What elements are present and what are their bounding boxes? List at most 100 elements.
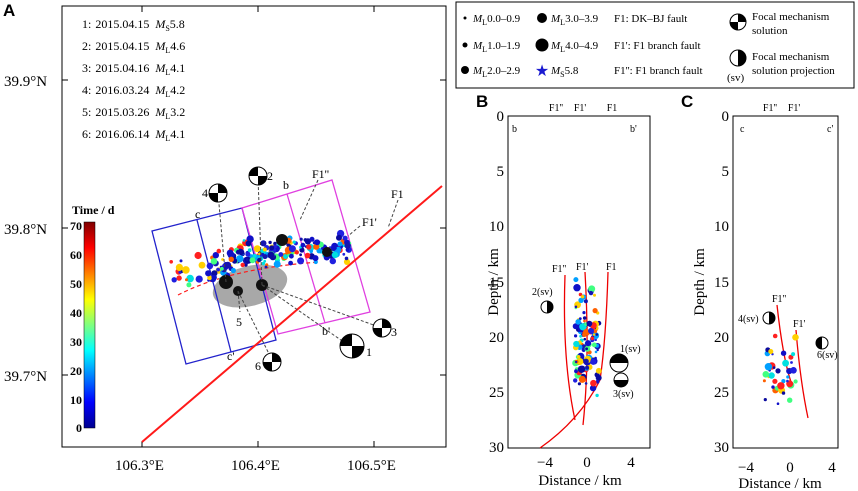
- earthquake-dot: [585, 347, 588, 351]
- earthquake-dot: [762, 371, 770, 378]
- earthquake-dot: [273, 260, 281, 268]
- earthquake-dot: [578, 297, 584, 303]
- earthquake-dot: [283, 254, 289, 259]
- svg-text:c': c': [827, 124, 833, 135]
- earthquake-dot: [787, 397, 793, 403]
- map-frame: [61, 5, 447, 448]
- earthquake-dot: [304, 252, 311, 259]
- earthquake-dot: [578, 375, 586, 383]
- earthquake-dot: [228, 256, 234, 262]
- earthquake-dot: [588, 290, 594, 296]
- earthquake-dot: [592, 333, 596, 336]
- earthquake-dot: [594, 350, 598, 354]
- svg-text:ML3.0–3.9: ML3.0–3.9: [550, 13, 599, 27]
- earthquake-dot: [195, 275, 203, 283]
- svg-text:50: 50: [70, 277, 82, 291]
- earthquake-dot: [306, 244, 312, 250]
- earthquake-dot: [772, 378, 778, 384]
- svg-text:F1: DK–BJ fault: F1: DK–BJ fault: [614, 13, 687, 25]
- earthquake-dot: [269, 245, 275, 251]
- earthquake-dot: [207, 275, 213, 281]
- earthquake-dot: [309, 249, 314, 253]
- svg-text:0: 0: [583, 455, 591, 471]
- earthquake-dot: [781, 391, 786, 395]
- earthquake-dot: [595, 367, 602, 374]
- svg-text:F1': F1': [574, 103, 587, 114]
- svg-text:c': c': [227, 349, 235, 363]
- earthquake-dot: [235, 249, 241, 255]
- earthquake-dot: [771, 385, 775, 389]
- svg-text:ML0.0–0.9: ML0.0–0.9: [472, 13, 521, 27]
- earthquake-dot: [582, 332, 587, 338]
- colorbar-title: Time / d: [72, 203, 115, 217]
- earthquake-dot: [176, 275, 182, 281]
- svg-text:F1': F1 branch fault: F1': F1 branch fault: [614, 40, 701, 52]
- earthquake-dot: [309, 236, 315, 242]
- earthquake-dot: [777, 382, 785, 390]
- earthquake-dot: [206, 262, 214, 270]
- earthquake-dot: [236, 255, 244, 263]
- earthquake-dot: [313, 243, 320, 250]
- earthquake-dot: [345, 248, 350, 252]
- earthquake-dot: [261, 261, 266, 266]
- earthquake-dot: [212, 252, 219, 259]
- earthquake-dot: [267, 251, 275, 259]
- earthquake-dot: [575, 319, 581, 325]
- earthquake-dot: [583, 358, 589, 365]
- svg-text:3(sv): 3(sv): [613, 389, 634, 400]
- earthquake-dot: [790, 367, 797, 374]
- svg-text:ML1.0–1.9: ML1.0–1.9: [472, 40, 521, 54]
- earthquake-dot: [781, 379, 786, 384]
- lon-label-106-5: 106.5°E: [347, 458, 396, 474]
- earthquake-dot: [252, 253, 257, 258]
- svg-text:Distance / km: Distance / km: [538, 473, 622, 489]
- earthquake-dot: [300, 242, 306, 248]
- svg-text:F1': F1': [788, 103, 801, 114]
- svg-text:ML2.0–2.9: ML2.0–2.9: [472, 65, 521, 79]
- svg-text:Depth / km: Depth / km: [692, 248, 708, 316]
- earthquake-dot: [220, 266, 224, 271]
- earthquake-dot: [230, 267, 236, 274]
- svg-text:5: 5: [497, 164, 505, 180]
- earthquake-dot: [576, 355, 581, 359]
- earthquake-dot: [294, 250, 299, 255]
- earthquake-dot: [245, 251, 251, 257]
- earthquake-dot: [342, 235, 348, 241]
- svg-text:Focal mechanism: Focal mechanism: [752, 11, 830, 23]
- earthquake-dot: [224, 261, 232, 269]
- earthquake-dot: [790, 361, 793, 364]
- earthquake-dot: [198, 261, 206, 269]
- svg-text:solution projection: solution projection: [752, 65, 835, 77]
- earthquake-dot: [764, 363, 773, 371]
- legend-box: [455, 1, 855, 89]
- earthquake-dot: [259, 254, 263, 257]
- earthquake-dot: [262, 254, 268, 260]
- earthquake-dot: [579, 334, 582, 338]
- svg-text:5: 5: [236, 315, 242, 329]
- earthquake-dot: [169, 260, 173, 264]
- svg-text:−4: −4: [537, 455, 553, 471]
- panel-label-b: B: [476, 92, 488, 111]
- earthquake-dot: [585, 340, 592, 347]
- earthquake-dot: [788, 354, 794, 360]
- earthquake-dot: [246, 258, 249, 261]
- earthquake-dot: [289, 253, 294, 259]
- svg-text:F1: F1: [606, 262, 617, 273]
- section-b: Depth / km 0 5 10 15 20 25 30 −4 0 4 Dis…: [486, 103, 651, 489]
- earthquake-dot: [574, 360, 578, 364]
- svg-text:F1'': F1 branch fault: F1'': F1 branch fault: [614, 65, 703, 77]
- earthquake-dot: [793, 379, 798, 384]
- earthquake-dot: [221, 258, 225, 261]
- section-b-frame: [507, 115, 651, 449]
- earthquake-dot: [227, 251, 235, 259]
- earthquake-dot: [249, 257, 256, 264]
- svg-text:4: 4: [627, 455, 635, 471]
- lat-label-39-7: 39.7°N: [4, 369, 47, 385]
- earthquake-dot: [583, 319, 586, 323]
- focal-mechanisms: 4 2 1 3 5 6: [202, 166, 397, 373]
- earthquake-dot: [580, 295, 585, 299]
- earthquake-dot: [573, 284, 581, 292]
